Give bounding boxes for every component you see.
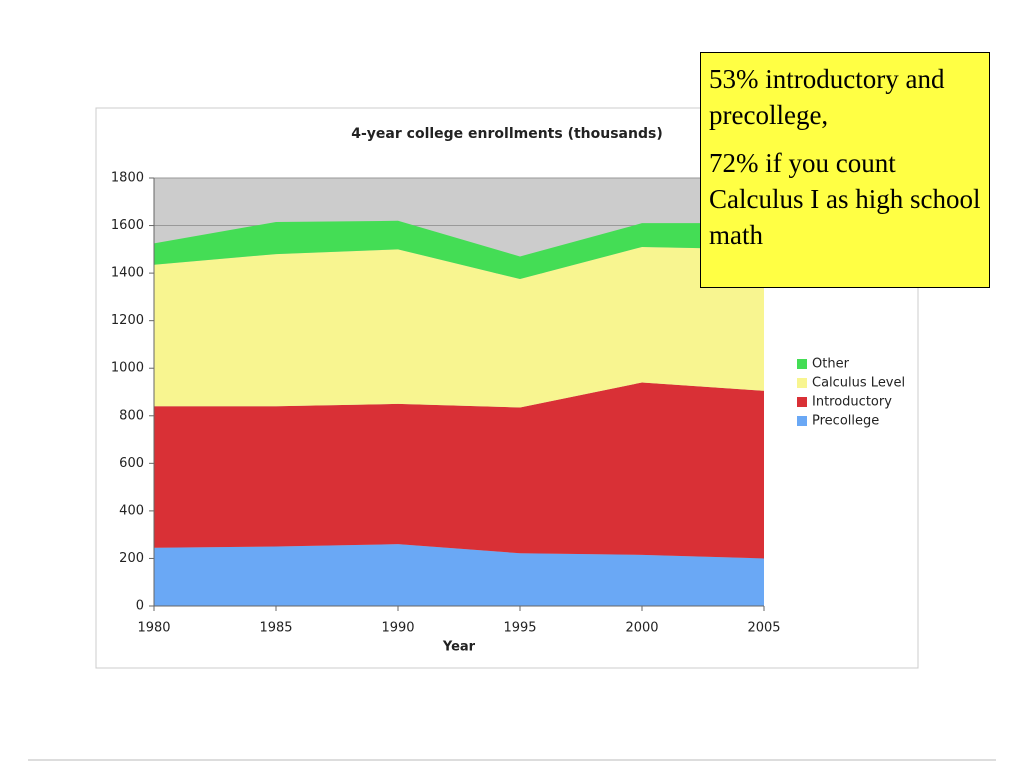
annotation: 72% if you count Calculus I as high scho… bbox=[709, 148, 981, 250]
area bbox=[154, 246, 764, 408]
y-tick-label: 1400 bbox=[111, 266, 144, 281]
y-tick-label: 800 bbox=[119, 408, 144, 423]
legend-label: Other bbox=[812, 357, 850, 372]
y-tick-label: 1600 bbox=[111, 218, 144, 233]
legend-swatch bbox=[797, 397, 807, 407]
x-tick-label: 1985 bbox=[259, 621, 292, 636]
x-tick-label: 2005 bbox=[747, 621, 780, 636]
legend-swatch bbox=[797, 416, 807, 426]
legend-swatch bbox=[797, 359, 807, 369]
y-tick-label: 600 bbox=[119, 456, 144, 471]
chart-title: 4-year college enrollments (thousands) bbox=[351, 126, 662, 142]
y-tick-label: 1800 bbox=[111, 171, 144, 186]
legend-label: Introductory bbox=[812, 395, 892, 410]
area bbox=[154, 220, 764, 280]
y-tick-label: 1000 bbox=[111, 361, 144, 376]
x-tick-label: 1995 bbox=[503, 621, 536, 636]
y-tick-label: 400 bbox=[119, 503, 144, 518]
area bbox=[154, 382, 764, 559]
area bbox=[154, 544, 764, 606]
annotation-box: 53% introductory and precollege, 72% if … bbox=[700, 52, 990, 288]
x-tick-label: 1990 bbox=[381, 621, 414, 636]
x-tick-label: 1980 bbox=[137, 621, 170, 636]
legend-label: Precollege bbox=[812, 414, 879, 429]
y-tick-label: 0 bbox=[136, 599, 144, 614]
legend-label: Calculus Level bbox=[812, 376, 905, 391]
legend-swatch bbox=[797, 378, 807, 388]
x-tick-label: 2000 bbox=[625, 621, 658, 636]
y-tick-label: 1200 bbox=[111, 313, 144, 328]
y-tick-label: 200 bbox=[119, 551, 144, 566]
annotation: 53% introductory and precollege, bbox=[709, 64, 945, 130]
x-axis-label: Year bbox=[442, 640, 476, 655]
